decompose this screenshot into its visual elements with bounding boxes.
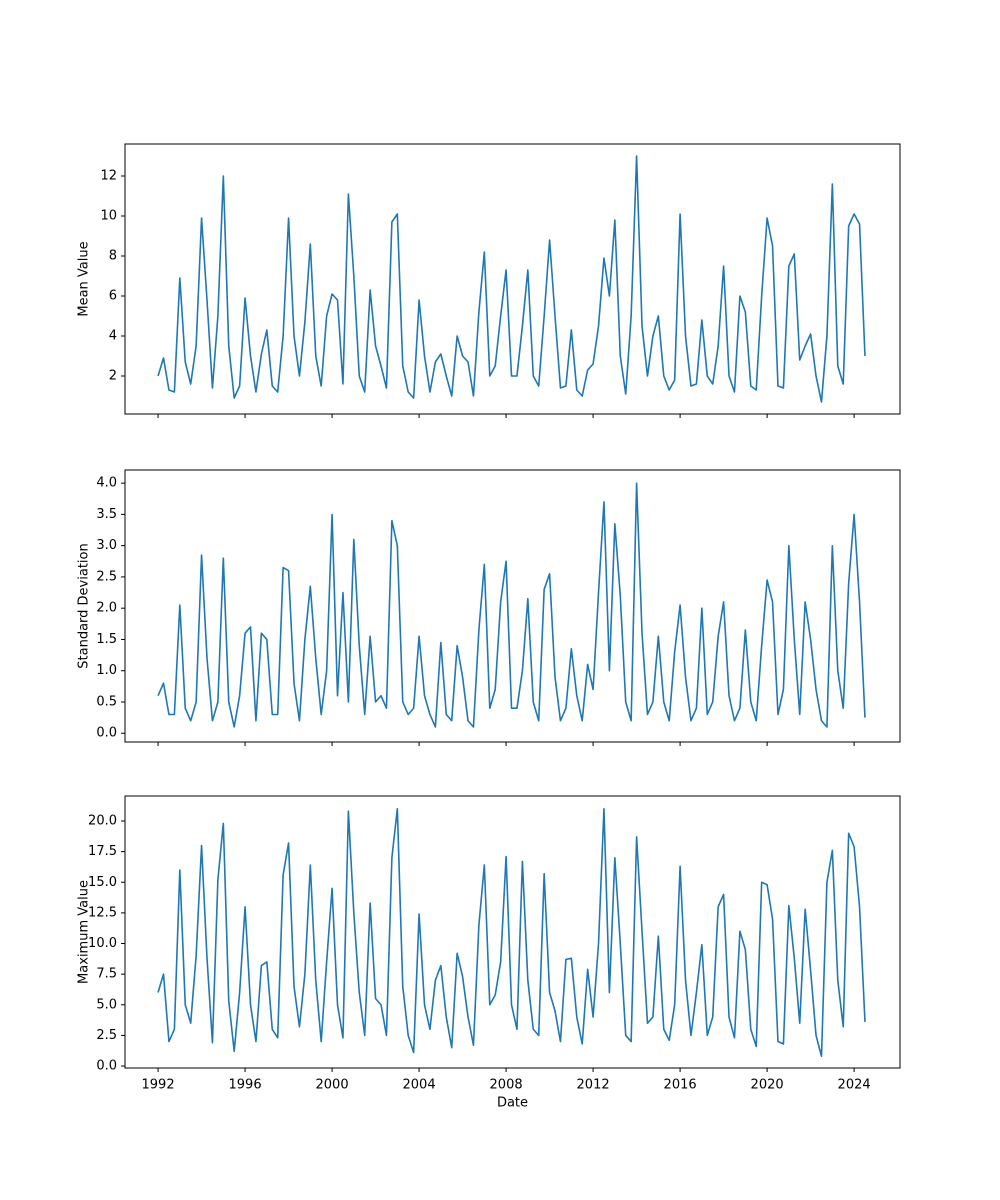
y-tick-label: 6 bbox=[109, 289, 117, 304]
y-tick-label: 7.5 bbox=[96, 967, 117, 982]
x-tick-label: 2012 bbox=[577, 1078, 610, 1093]
y-tick-label: 2 bbox=[109, 369, 117, 384]
y-tick-label: 2.5 bbox=[96, 1028, 117, 1043]
x-tick-label: 1996 bbox=[229, 1078, 262, 1093]
y-axis-label: Standard Deviation bbox=[77, 543, 92, 668]
y-tick-label: 5.0 bbox=[96, 997, 117, 1012]
y-tick-label: 20.0 bbox=[88, 813, 117, 828]
y-tick-label: 2.5 bbox=[96, 569, 117, 584]
x-tick-label: 2004 bbox=[403, 1078, 436, 1093]
y-tick-label: 3.5 bbox=[96, 507, 117, 522]
axes-frame bbox=[124, 143, 901, 415]
x-tick-label: 2008 bbox=[490, 1078, 523, 1093]
y-tick-label: 0.5 bbox=[96, 694, 117, 709]
y-tick-label: 10.0 bbox=[88, 936, 117, 951]
data-line bbox=[157, 482, 866, 728]
y-tick-label: 0.0 bbox=[96, 726, 117, 741]
y-tick-label: 15.0 bbox=[88, 875, 117, 890]
x-tick-label: 2016 bbox=[664, 1078, 697, 1093]
y-tick-label: 1.0 bbox=[96, 663, 117, 678]
x-tick-label: 2000 bbox=[316, 1078, 349, 1093]
axes-frame bbox=[124, 469, 901, 743]
y-tick-label: 12.5 bbox=[88, 905, 117, 920]
data-line bbox=[157, 155, 866, 403]
x-tick-label: 1992 bbox=[142, 1078, 175, 1093]
y-tick-label: 10 bbox=[100, 209, 117, 224]
data-line bbox=[157, 807, 866, 1058]
y-tick-label: 12 bbox=[100, 169, 117, 184]
y-tick-label: 2.0 bbox=[96, 601, 117, 616]
x-tick-label: 2020 bbox=[751, 1078, 784, 1093]
y-tick-label: 1.5 bbox=[96, 632, 117, 647]
y-tick-label: 4.0 bbox=[96, 476, 117, 491]
x-axis-label: Date bbox=[497, 1096, 528, 1111]
y-tick-label: 4 bbox=[109, 329, 117, 344]
x-tick-label: 2024 bbox=[838, 1078, 871, 1093]
y-tick-label: 8 bbox=[109, 249, 117, 264]
y-tick-label: 0.0 bbox=[96, 1059, 117, 1074]
y-tick-label: 3.0 bbox=[96, 538, 117, 553]
axes-frame bbox=[124, 795, 901, 1069]
y-tick-label: 17.5 bbox=[88, 844, 117, 859]
y-axis-label: Maximum Value bbox=[77, 880, 92, 984]
y-axis-label: Mean Value bbox=[77, 241, 92, 316]
